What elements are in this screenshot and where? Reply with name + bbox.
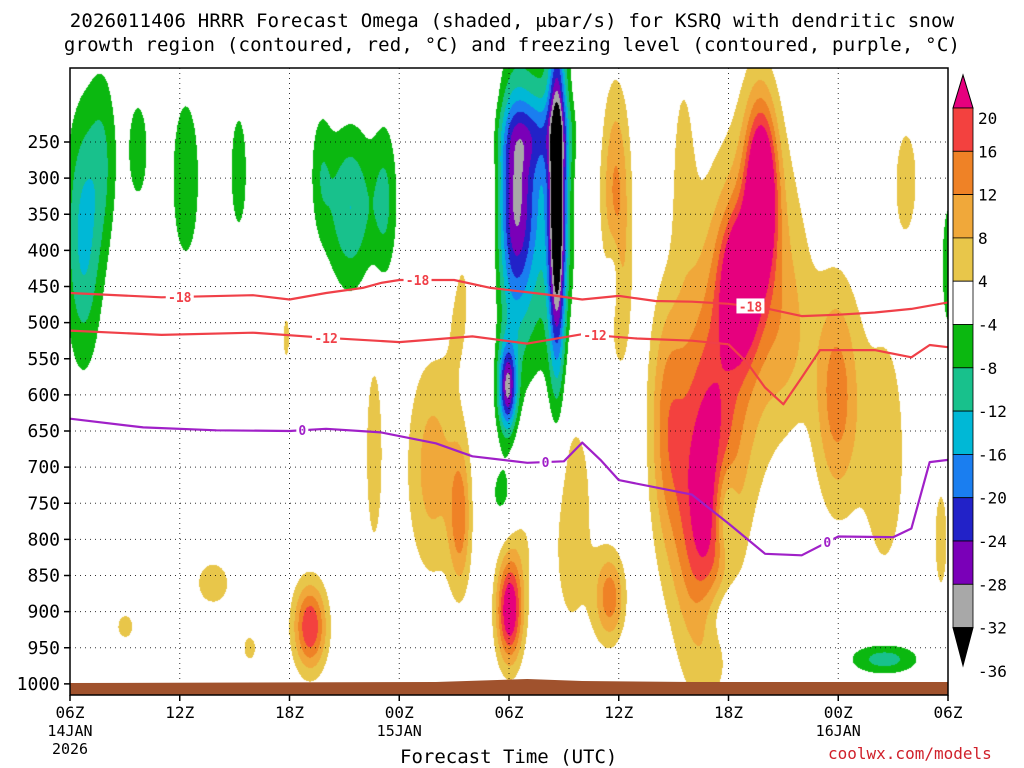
colorbar-top-cap: [952, 73, 974, 109]
y-tick-label-800: 800: [27, 529, 60, 550]
colorbar-label-6: -8: [978, 359, 997, 378]
y-tick-label-250: 250: [27, 132, 60, 153]
colorbar-label-7: -12: [978, 402, 1007, 421]
colorbar-label-8: -16: [978, 445, 1007, 464]
colorbar-seg-0: [952, 107, 974, 152]
colorbar-seg-9: [952, 497, 974, 542]
colorbar-label-12: -32: [978, 619, 1007, 638]
colorbar-bottom-cap: [952, 627, 974, 668]
x-tick-label-48: 06Z: [934, 703, 963, 722]
omega-shaded-field: [70, 68, 948, 695]
y-tick-label-500: 500: [27, 313, 60, 334]
axes: 250 300 350 400 450 500 550 600 650 700 750 800 850 9…: [17, 67, 963, 758]
x-date-label-0: 14JAN: [47, 722, 92, 740]
dendritic-contour-m18-label-1: -18: [406, 274, 430, 289]
colorbar-seg-6: [952, 367, 974, 412]
colorbar-label-2: 12: [978, 186, 997, 205]
freezing-level-contour-label-1: 0: [542, 456, 550, 471]
ground-terrain: [70, 679, 948, 695]
colorbar-seg-5: [952, 324, 974, 369]
y-tick-label-1000: 1000: [17, 674, 60, 695]
colorbar-seg-3: [952, 237, 974, 282]
colorbar-label-0: 20: [978, 109, 997, 128]
ground-surface: [70, 679, 948, 695]
freezing-level-contour-label-bg-2: [821, 534, 834, 550]
colorbar-seg-7: [952, 410, 974, 455]
colorbar-label-10: -24: [978, 532, 1007, 551]
colorbar-label-9: -20: [978, 489, 1007, 508]
chart-title-line-1: 2026011406 HRRR Forecast Omega (shaded, …: [69, 10, 955, 32]
dendritic-contour-m18-label-0: -18: [168, 291, 192, 306]
y-tick-label-300: 300: [27, 168, 60, 189]
x-year-label-0: 2026: [52, 740, 88, 758]
freezing-level-contour-label-2: 0: [823, 536, 831, 551]
x-tick-label-36: 18Z: [714, 703, 743, 722]
dendritic-contour-m18-label-bg-0: [165, 288, 194, 304]
x-date-label-42: 16JAN: [816, 722, 861, 740]
colorbar-seg-8: [952, 453, 974, 499]
x-tick-label-30: 12Z: [604, 703, 633, 722]
colorbar-label-3: 8: [978, 229, 988, 248]
colorbar-label-5: -4: [978, 316, 997, 335]
colorbar: 20 16 12 8 4 -4 -8 -12 -16 -20 -24 -28 -32 -36: [952, 73, 1007, 681]
x-tick-label-24: 06Z: [495, 703, 524, 722]
y-tick-label-700: 700: [27, 457, 60, 478]
y-tick-label-850: 850: [27, 566, 60, 587]
y-tick-label-650: 650: [27, 421, 60, 442]
chart-title-line-2: growth region (contoured, red, °C) and f…: [63, 34, 961, 56]
y-tick-label-750: 750: [27, 493, 60, 514]
x-date-label-18: 15JAN: [377, 722, 422, 740]
freezing-level-contour-label-bg-1: [539, 454, 552, 470]
colorbar-seg-10: [952, 540, 974, 585]
x-axis-label: Forecast Time (UTC): [400, 746, 618, 768]
freezing-level-contour-label-bg-0: [296, 422, 309, 438]
colorbar-label-11: -28: [978, 575, 1007, 594]
colorbar-label-4: 4: [978, 272, 988, 291]
colorbar-seg-1: [952, 150, 974, 196]
x-tick-label-18: 00Z: [385, 703, 414, 722]
colorbar-seg-11: [952, 583, 974, 628]
contours: -18 -18 -18 -12 -12 0 0 0: [70, 271, 948, 557]
dendritic-contour-m18-label-bg-1: [403, 271, 432, 287]
colorbar-seg-4: [952, 280, 974, 325]
x-tick-label-12: 18Z: [275, 703, 304, 722]
y-tick-label-450: 450: [27, 277, 60, 298]
colorbar-label-13: -36: [978, 662, 1007, 681]
x-tick-label-0: 06Z: [56, 703, 85, 722]
x-tick-label-6: 12Z: [165, 703, 194, 722]
dendritic-contour-m12-label-1: -12: [583, 329, 606, 344]
x-tick-label-42: 00Z: [824, 703, 853, 722]
y-tick-label-950: 950: [27, 638, 60, 659]
y-tick-label-900: 900: [27, 602, 60, 623]
dendritic-contour-m18-label-bg-2: [736, 298, 765, 314]
y-tick-label-550: 550: [27, 349, 60, 370]
dendritic-contour-m18-label-2: -18: [739, 300, 763, 315]
omega-field-image: [70, 68, 948, 695]
dendritic-contour-m12-label-bg-1: [580, 327, 609, 343]
dendritic-contour-m18: [70, 278, 948, 318]
dendritic-contour-m12-label-0: -12: [314, 332, 337, 347]
y-tick-label-600: 600: [27, 385, 60, 406]
credit-link[interactable]: coolwx.com/models: [828, 744, 992, 763]
colorbar-label-1: 16: [978, 142, 997, 161]
y-tick-label-400: 400: [27, 240, 60, 261]
freezing-level-contour-label-0: 0: [298, 424, 306, 439]
dendritic-contour-m12-label-bg-0: [312, 329, 341, 345]
colorbar-seg-2: [952, 194, 974, 239]
y-tick-label-350: 350: [27, 204, 60, 225]
